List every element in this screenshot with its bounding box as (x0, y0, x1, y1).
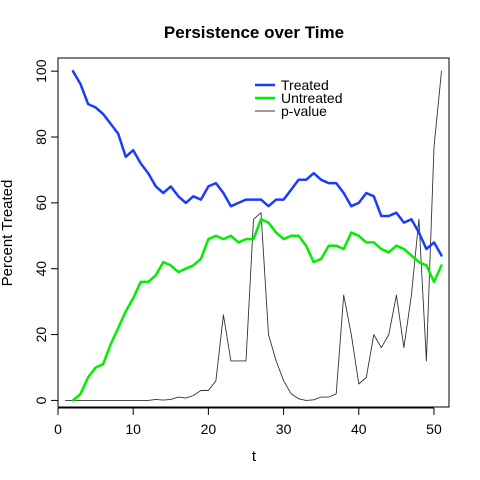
series-line-untreated (71, 218, 443, 402)
y-tick-label: 80 (33, 129, 49, 145)
y-axis: 0 20 40 60 80 100 (33, 59, 59, 404)
series-line-p-value (65, 70, 442, 401)
legend-label-treated: Treated (281, 77, 329, 93)
x-tick-label: 50 (426, 421, 442, 437)
x-axis: 0 10 20 30 40 50 (54, 407, 442, 437)
x-tick-label: 20 (201, 421, 217, 437)
y-tick-label: 40 (33, 261, 49, 277)
y-tick-label: 20 (33, 327, 49, 343)
legend-label-p-value: p-value (281, 103, 327, 119)
y-tick-label: 60 (33, 195, 49, 211)
x-tick-label: 0 (54, 421, 62, 437)
plot-frame (57, 57, 450, 408)
x-tick-label: 10 (125, 421, 141, 437)
series-layer (65, 69, 443, 402)
x-tick-label: 30 (276, 421, 292, 437)
y-tick-label: 0 (33, 396, 49, 404)
x-axis-label: t (252, 448, 257, 465)
x-tick-label: 40 (351, 421, 367, 437)
y-axis-label: Percent Treated (0, 180, 16, 287)
legend-label-untreated: Untreated (281, 90, 342, 106)
y-tick-label: 100 (33, 59, 49, 83)
chart-title: Persistence over Time (164, 23, 344, 42)
series-line-treated (71, 69, 443, 257)
